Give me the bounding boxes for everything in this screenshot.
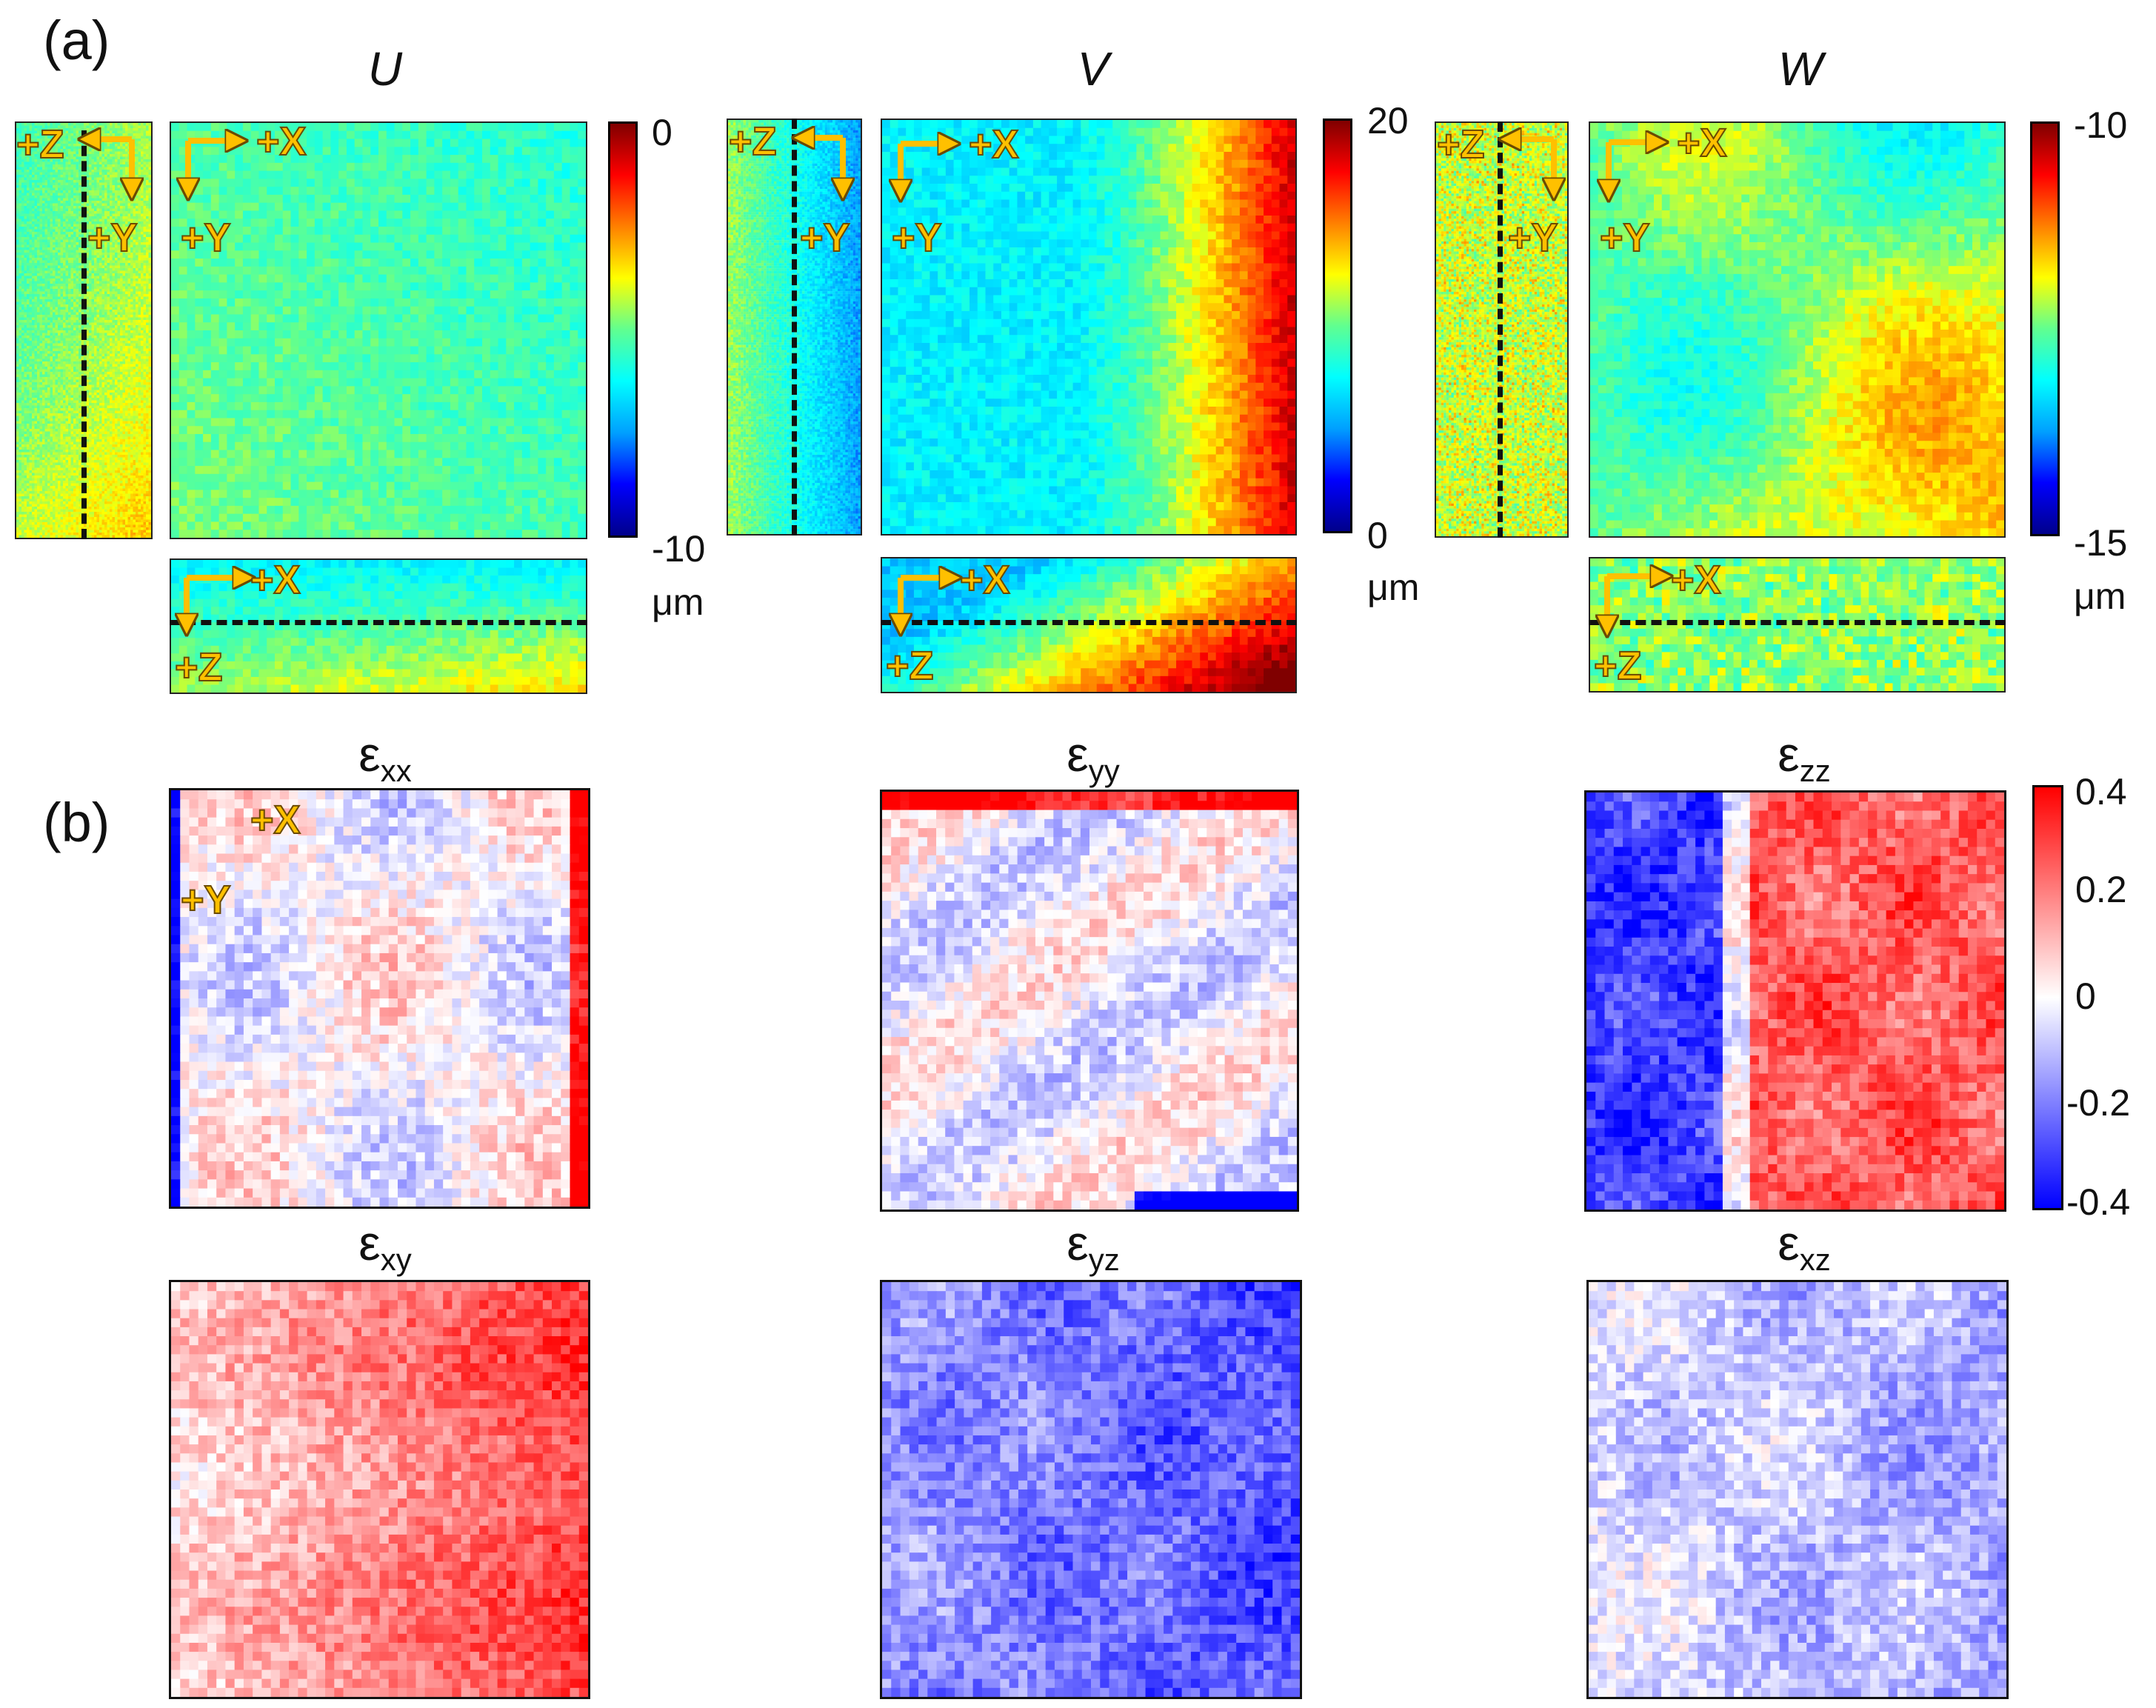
u-main-x-label: +X bbox=[256, 119, 307, 164]
w-xz-section-line bbox=[1589, 620, 2006, 625]
v-section-line bbox=[792, 119, 797, 536]
u-main-y-label: +Y bbox=[180, 215, 232, 261]
v-bottom-z-label: +Z bbox=[885, 643, 935, 689]
eyz-field bbox=[882, 1282, 1300, 1697]
u-bottom-z-label: +Z bbox=[174, 644, 224, 690]
w-colorbar-unit: μm bbox=[2074, 575, 2126, 618]
exy-field bbox=[171, 1282, 588, 1697]
w-side-y-label: +Y bbox=[1507, 215, 1559, 261]
w-colorbar bbox=[2030, 121, 2060, 536]
u-colorbar bbox=[608, 121, 638, 538]
title-exy: εxy bbox=[318, 1215, 452, 1278]
v-xy-map bbox=[881, 119, 1297, 536]
v-colorbar-unit: μm bbox=[1367, 566, 1419, 609]
u-bottom-field bbox=[171, 560, 586, 693]
u-xz-section-line bbox=[170, 620, 587, 625]
strain-colorbar bbox=[2032, 785, 2063, 1210]
w-main-x-label: +X bbox=[1676, 120, 1728, 166]
title-exz: εxz bbox=[1738, 1215, 1871, 1278]
exx-y-label: +Y bbox=[180, 877, 232, 923]
strain-tick-3: -0.2 bbox=[2066, 1081, 2130, 1124]
w-main-field bbox=[1590, 123, 2004, 536]
title-eyz: εyz bbox=[1027, 1215, 1160, 1278]
exy-map bbox=[169, 1280, 590, 1699]
strain-tick-4: -0.4 bbox=[2066, 1181, 2130, 1224]
v-main-field bbox=[882, 120, 1295, 534]
title-w: W bbox=[1741, 41, 1860, 96]
v-side-z-label: +Z bbox=[728, 119, 778, 164]
w-xy-map bbox=[1589, 121, 2006, 538]
title-v: V bbox=[1034, 41, 1152, 96]
title-exx: εxx bbox=[318, 726, 452, 789]
eyy-field bbox=[882, 792, 1297, 1210]
ezz-field bbox=[1586, 793, 2004, 1210]
v-main-y-label: +Y bbox=[891, 215, 943, 261]
strain-tick-1: 0.2 bbox=[2075, 868, 2127, 911]
v-colorbar bbox=[1323, 119, 1352, 533]
strain-tick-0: 0.4 bbox=[2075, 770, 2127, 813]
exx-x-label: +X bbox=[250, 797, 301, 843]
title-ezz: εzz bbox=[1738, 726, 1871, 789]
u-colorbar-max: 0 bbox=[652, 111, 673, 154]
eyy-map bbox=[880, 790, 1299, 1212]
u-xz-map bbox=[170, 558, 587, 694]
exx-field bbox=[171, 790, 588, 1207]
u-main-field bbox=[171, 123, 586, 538]
eyz-map bbox=[880, 1280, 1302, 1699]
u-colorbar-unit: μm bbox=[652, 581, 704, 624]
v-xz-section-line bbox=[881, 620, 1297, 625]
u-bottom-x-label: +X bbox=[250, 557, 301, 603]
w-section-line bbox=[1498, 121, 1503, 538]
v-main-x-label: +X bbox=[968, 121, 1020, 167]
panel-label-b: (b) bbox=[43, 791, 110, 854]
u-colorbar-min: -10 bbox=[652, 527, 705, 570]
w-colorbar-min: -15 bbox=[2074, 521, 2127, 564]
v-side-y-label: +Y bbox=[799, 215, 851, 261]
u-xy-map bbox=[170, 121, 587, 539]
v-colorbar-min: 0 bbox=[1367, 514, 1388, 557]
w-yz-map bbox=[1435, 121, 1569, 538]
w-colorbar-max: -10 bbox=[2074, 104, 2127, 147]
w-side-z-label: +Z bbox=[1436, 121, 1486, 167]
u-side-y-label: +Y bbox=[87, 215, 138, 261]
v-colorbar-max: 20 bbox=[1367, 99, 1409, 142]
w-bottom-z-label: +Z bbox=[1593, 643, 1643, 689]
v-bottom-field bbox=[882, 558, 1295, 692]
title-u: U bbox=[326, 41, 444, 96]
w-main-y-label: +Y bbox=[1599, 215, 1651, 261]
exz-map bbox=[1586, 1280, 2009, 1699]
u-side-z-label: +Z bbox=[16, 121, 65, 167]
u-section-line bbox=[81, 130, 87, 539]
w-bottom-x-label: +X bbox=[1670, 557, 1722, 603]
ezz-map bbox=[1584, 790, 2006, 1212]
v-xz-map bbox=[881, 557, 1297, 693]
title-eyy: εyy bbox=[1027, 726, 1160, 789]
panel-label-a: (a) bbox=[43, 9, 110, 72]
strain-tick-2: 0 bbox=[2075, 975, 2096, 1018]
exx-map bbox=[169, 788, 590, 1209]
v-bottom-x-label: +X bbox=[959, 557, 1011, 603]
exz-field bbox=[1589, 1282, 2006, 1697]
